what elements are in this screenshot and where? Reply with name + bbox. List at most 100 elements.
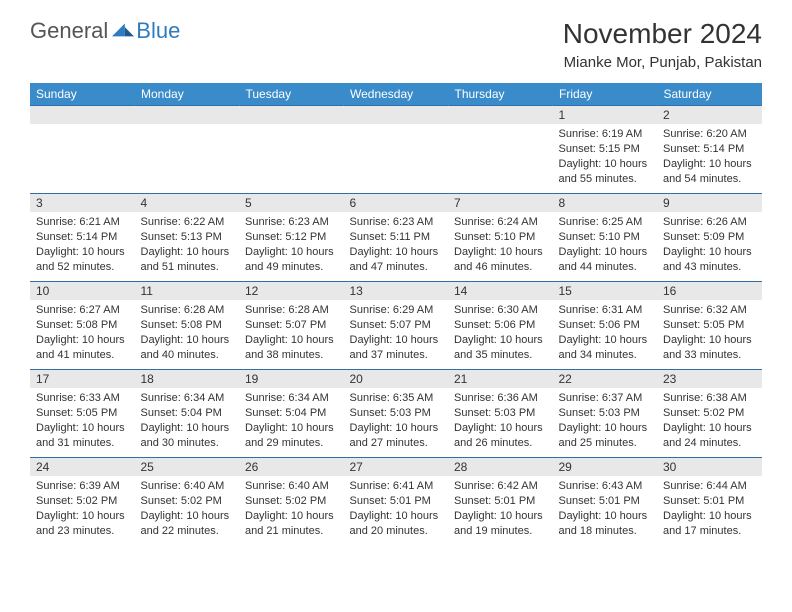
calendar-cell: [344, 106, 449, 194]
day-data: Sunrise: 6:43 AMSunset: 5:01 PMDaylight:…: [553, 476, 658, 542]
sunset-text: Sunset: 5:02 PM: [663, 406, 756, 421]
sunset-text: Sunset: 5:10 PM: [559, 230, 652, 245]
sunrise-text: Sunrise: 6:27 AM: [36, 303, 129, 318]
calendar-cell: 22Sunrise: 6:37 AMSunset: 5:03 PMDayligh…: [553, 370, 658, 458]
daylight-text: Daylight: 10 hours and 52 minutes.: [36, 245, 129, 275]
sunset-text: Sunset: 5:14 PM: [663, 142, 756, 157]
day-number: [135, 106, 240, 124]
day-number: 21: [448, 370, 553, 388]
calendar-cell: 26Sunrise: 6:40 AMSunset: 5:02 PMDayligh…: [239, 458, 344, 546]
sunrise-text: Sunrise: 6:35 AM: [350, 391, 443, 406]
day-data: Sunrise: 6:22 AMSunset: 5:13 PMDaylight:…: [135, 212, 240, 278]
daylight-text: Daylight: 10 hours and 17 minutes.: [663, 509, 756, 539]
sunrise-text: Sunrise: 6:34 AM: [141, 391, 234, 406]
logo-text-general: General: [30, 18, 108, 44]
sunrise-text: Sunrise: 6:33 AM: [36, 391, 129, 406]
sunrise-text: Sunrise: 6:22 AM: [141, 215, 234, 230]
calendar-cell: 29Sunrise: 6:43 AMSunset: 5:01 PMDayligh…: [553, 458, 658, 546]
calendar-table: Sunday Monday Tuesday Wednesday Thursday…: [30, 83, 762, 546]
sunset-text: Sunset: 5:08 PM: [141, 318, 234, 333]
day-header: Saturday: [657, 83, 762, 106]
day-data: Sunrise: 6:36 AMSunset: 5:03 PMDaylight:…: [448, 388, 553, 454]
day-number: 6: [344, 194, 449, 212]
calendar-cell: [135, 106, 240, 194]
day-data: Sunrise: 6:40 AMSunset: 5:02 PMDaylight:…: [135, 476, 240, 542]
day-header: Tuesday: [239, 83, 344, 106]
day-data: Sunrise: 6:32 AMSunset: 5:05 PMDaylight:…: [657, 300, 762, 366]
day-header: Thursday: [448, 83, 553, 106]
calendar-cell: 18Sunrise: 6:34 AMSunset: 5:04 PMDayligh…: [135, 370, 240, 458]
day-data: Sunrise: 6:24 AMSunset: 5:10 PMDaylight:…: [448, 212, 553, 278]
day-data: Sunrise: 6:25 AMSunset: 5:10 PMDaylight:…: [553, 212, 658, 278]
month-title: November 2024: [563, 18, 762, 50]
daylight-text: Daylight: 10 hours and 27 minutes.: [350, 421, 443, 451]
daylight-text: Daylight: 10 hours and 40 minutes.: [141, 333, 234, 363]
daylight-text: Daylight: 10 hours and 24 minutes.: [663, 421, 756, 451]
daylight-text: Daylight: 10 hours and 37 minutes.: [350, 333, 443, 363]
sunrise-text: Sunrise: 6:31 AM: [559, 303, 652, 318]
day-number: 19: [239, 370, 344, 388]
sunrise-text: Sunrise: 6:39 AM: [36, 479, 129, 494]
sunrise-text: Sunrise: 6:40 AM: [141, 479, 234, 494]
daylight-text: Daylight: 10 hours and 41 minutes.: [36, 333, 129, 363]
sunset-text: Sunset: 5:02 PM: [141, 494, 234, 509]
sunrise-text: Sunrise: 6:40 AM: [245, 479, 338, 494]
sunset-text: Sunset: 5:06 PM: [454, 318, 547, 333]
sunrise-text: Sunrise: 6:26 AM: [663, 215, 756, 230]
calendar-cell: 7Sunrise: 6:24 AMSunset: 5:10 PMDaylight…: [448, 194, 553, 282]
calendar-cell: 4Sunrise: 6:22 AMSunset: 5:13 PMDaylight…: [135, 194, 240, 282]
day-number: 27: [344, 458, 449, 476]
sunrise-text: Sunrise: 6:23 AM: [245, 215, 338, 230]
daylight-text: Daylight: 10 hours and 18 minutes.: [559, 509, 652, 539]
calendar-cell: 19Sunrise: 6:34 AMSunset: 5:04 PMDayligh…: [239, 370, 344, 458]
day-number: 14: [448, 282, 553, 300]
day-data: Sunrise: 6:19 AMSunset: 5:15 PMDaylight:…: [553, 124, 658, 190]
day-data: Sunrise: 6:42 AMSunset: 5:01 PMDaylight:…: [448, 476, 553, 542]
calendar-cell: 12Sunrise: 6:28 AMSunset: 5:07 PMDayligh…: [239, 282, 344, 370]
day-number: 25: [135, 458, 240, 476]
sunset-text: Sunset: 5:04 PM: [141, 406, 234, 421]
day-header: Wednesday: [344, 83, 449, 106]
day-data: Sunrise: 6:34 AMSunset: 5:04 PMDaylight:…: [239, 388, 344, 454]
calendar-cell: 16Sunrise: 6:32 AMSunset: 5:05 PMDayligh…: [657, 282, 762, 370]
day-data: Sunrise: 6:28 AMSunset: 5:08 PMDaylight:…: [135, 300, 240, 366]
title-block: November 2024 Mianke Mor, Punjab, Pakist…: [563, 18, 762, 71]
day-number: 10: [30, 282, 135, 300]
day-number: [30, 106, 135, 124]
calendar-cell: 27Sunrise: 6:41 AMSunset: 5:01 PMDayligh…: [344, 458, 449, 546]
day-number: 22: [553, 370, 658, 388]
sunset-text: Sunset: 5:15 PM: [559, 142, 652, 157]
day-header: Friday: [553, 83, 658, 106]
day-number: 23: [657, 370, 762, 388]
day-data: Sunrise: 6:33 AMSunset: 5:05 PMDaylight:…: [30, 388, 135, 454]
calendar-cell: 14Sunrise: 6:30 AMSunset: 5:06 PMDayligh…: [448, 282, 553, 370]
sunset-text: Sunset: 5:01 PM: [663, 494, 756, 509]
day-data: Sunrise: 6:30 AMSunset: 5:06 PMDaylight:…: [448, 300, 553, 366]
daylight-text: Daylight: 10 hours and 31 minutes.: [36, 421, 129, 451]
daylight-text: Daylight: 10 hours and 25 minutes.: [559, 421, 652, 451]
calendar-cell: 3Sunrise: 6:21 AMSunset: 5:14 PMDaylight…: [30, 194, 135, 282]
logo: General Blue: [30, 18, 180, 44]
sunset-text: Sunset: 5:12 PM: [245, 230, 338, 245]
sunrise-text: Sunrise: 6:20 AM: [663, 127, 756, 142]
calendar-cell: [448, 106, 553, 194]
calendar-cell: 24Sunrise: 6:39 AMSunset: 5:02 PMDayligh…: [30, 458, 135, 546]
day-data: Sunrise: 6:40 AMSunset: 5:02 PMDaylight:…: [239, 476, 344, 542]
sunset-text: Sunset: 5:02 PM: [245, 494, 338, 509]
sunrise-text: Sunrise: 6:36 AM: [454, 391, 547, 406]
day-data: Sunrise: 6:28 AMSunset: 5:07 PMDaylight:…: [239, 300, 344, 366]
sunrise-text: Sunrise: 6:44 AM: [663, 479, 756, 494]
daylight-text: Daylight: 10 hours and 54 minutes.: [663, 157, 756, 187]
day-number: 28: [448, 458, 553, 476]
daylight-text: Daylight: 10 hours and 21 minutes.: [245, 509, 338, 539]
sunrise-text: Sunrise: 6:29 AM: [350, 303, 443, 318]
sunrise-text: Sunrise: 6:42 AM: [454, 479, 547, 494]
sunset-text: Sunset: 5:01 PM: [350, 494, 443, 509]
day-number: 1: [553, 106, 658, 124]
calendar-cell: 2Sunrise: 6:20 AMSunset: 5:14 PMDaylight…: [657, 106, 762, 194]
location: Mianke Mor, Punjab, Pakistan: [563, 54, 762, 71]
sunset-text: Sunset: 5:06 PM: [559, 318, 652, 333]
calendar-cell: 17Sunrise: 6:33 AMSunset: 5:05 PMDayligh…: [30, 370, 135, 458]
calendar-cell: 1Sunrise: 6:19 AMSunset: 5:15 PMDaylight…: [553, 106, 658, 194]
calendar-cell: 20Sunrise: 6:35 AMSunset: 5:03 PMDayligh…: [344, 370, 449, 458]
